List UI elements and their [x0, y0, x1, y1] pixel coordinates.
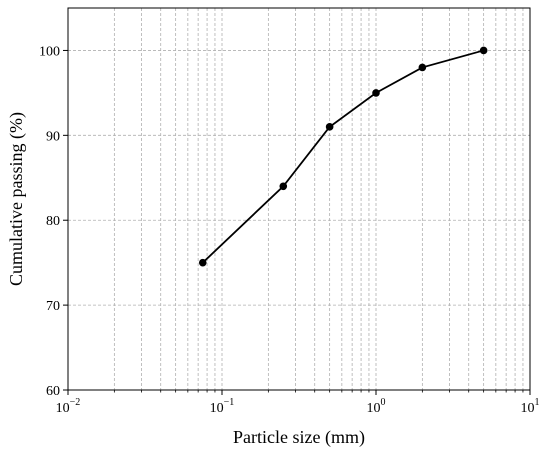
- x-axis-title: Particle size (mm): [233, 427, 365, 448]
- grid: [68, 8, 530, 390]
- data-point: [372, 89, 380, 97]
- plot-frame: [67, 7, 531, 391]
- y-tick-label: 60: [46, 384, 60, 399]
- data-point: [279, 182, 288, 191]
- y-tick-label: 90: [46, 129, 60, 144]
- y-tick-label: 100: [39, 44, 60, 59]
- x-tick-label: 10−2: [56, 397, 81, 416]
- data-series: [198, 46, 488, 267]
- series-line: [202, 49, 484, 264]
- x-tick-label: 10−1: [210, 397, 235, 416]
- x-tick-label: 100: [367, 397, 386, 416]
- x-tick-label: 101: [521, 397, 540, 416]
- data-point: [325, 123, 334, 131]
- y-axis-title: Cumulative passing (%): [6, 112, 27, 286]
- axis-ticks: 10−2 10−1 100 101 60 70 80 90 100: [39, 44, 540, 416]
- data-point: [479, 46, 488, 55]
- y-tick-label: 70: [46, 299, 60, 314]
- data-point: [418, 63, 427, 72]
- y-tick-label: 80: [46, 214, 60, 229]
- data-point: [198, 258, 207, 267]
